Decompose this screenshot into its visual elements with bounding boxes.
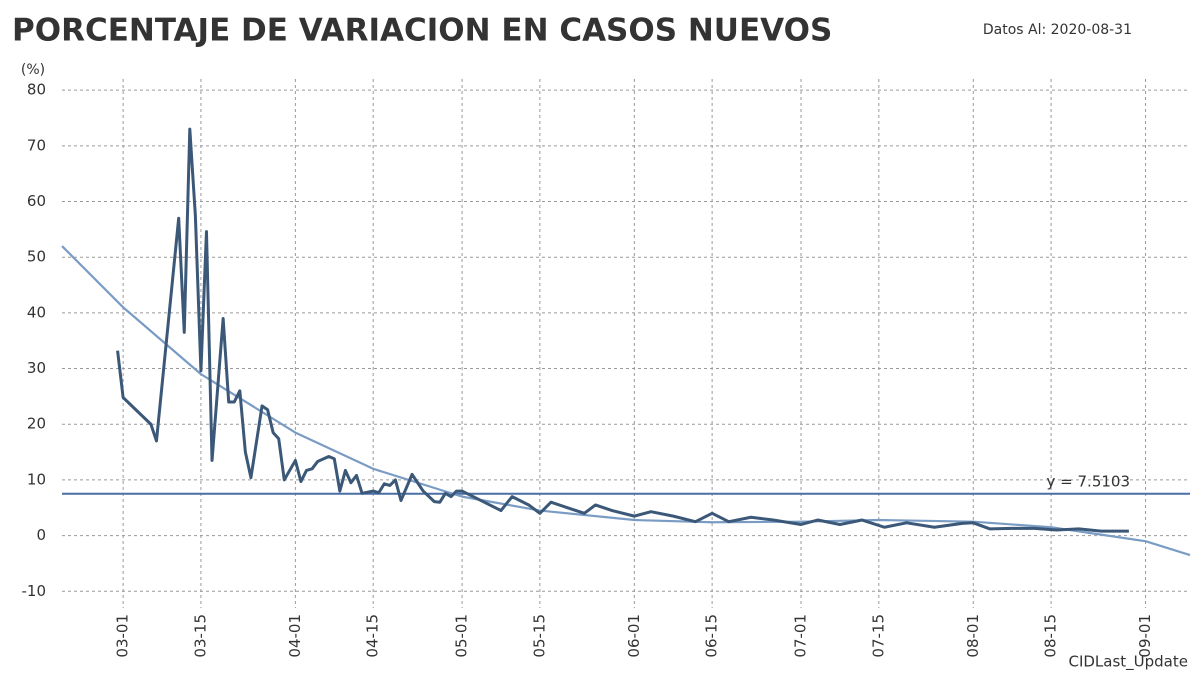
x-tick-label: 08-01 bbox=[964, 614, 982, 658]
x-axis-label: CIDLast_Update bbox=[1068, 653, 1188, 672]
y-tick-label: 70 bbox=[27, 136, 46, 154]
y-tick-label: -10 bbox=[22, 582, 47, 600]
reference-label: y = 7.5103 bbox=[1047, 472, 1130, 490]
y-tick-label: 40 bbox=[27, 303, 46, 321]
x-tick-label: 07-15 bbox=[869, 614, 887, 658]
y-tick-label: 60 bbox=[27, 192, 46, 210]
y-tick-label: 30 bbox=[27, 359, 46, 377]
y-tick-label: 20 bbox=[27, 415, 46, 433]
chart-title: PORCENTAJE DE VARIACION EN CASOS NUEVOS bbox=[12, 13, 832, 49]
x-tick-label: 04-15 bbox=[364, 614, 382, 658]
x-tick-label: 05-15 bbox=[530, 614, 548, 658]
series-line bbox=[116, 127, 1129, 533]
x-tick-label: 06-01 bbox=[625, 614, 643, 658]
y-tick-label: 50 bbox=[27, 248, 46, 266]
y-tick-label: 80 bbox=[27, 81, 46, 99]
x-tick-label: 03-01 bbox=[114, 614, 132, 658]
subtitle: Datos Al: 2020-08-31 bbox=[983, 22, 1132, 38]
y-tick-label: 10 bbox=[27, 470, 46, 488]
x-tick-label: 06-15 bbox=[703, 614, 721, 658]
x-tick-label: 03-15 bbox=[191, 614, 209, 658]
x-tick-label: 09-01 bbox=[1136, 614, 1154, 658]
x-tick-label: 07-01 bbox=[792, 614, 810, 658]
x-tick-label: 08-15 bbox=[1042, 614, 1060, 658]
y-tick-label: 0 bbox=[36, 526, 46, 544]
series-line bbox=[61, 245, 1191, 557]
x-tick-label: 05-01 bbox=[453, 614, 471, 658]
x-tick-label: 04-01 bbox=[286, 614, 304, 658]
y-axis-label: (%) bbox=[21, 62, 45, 78]
